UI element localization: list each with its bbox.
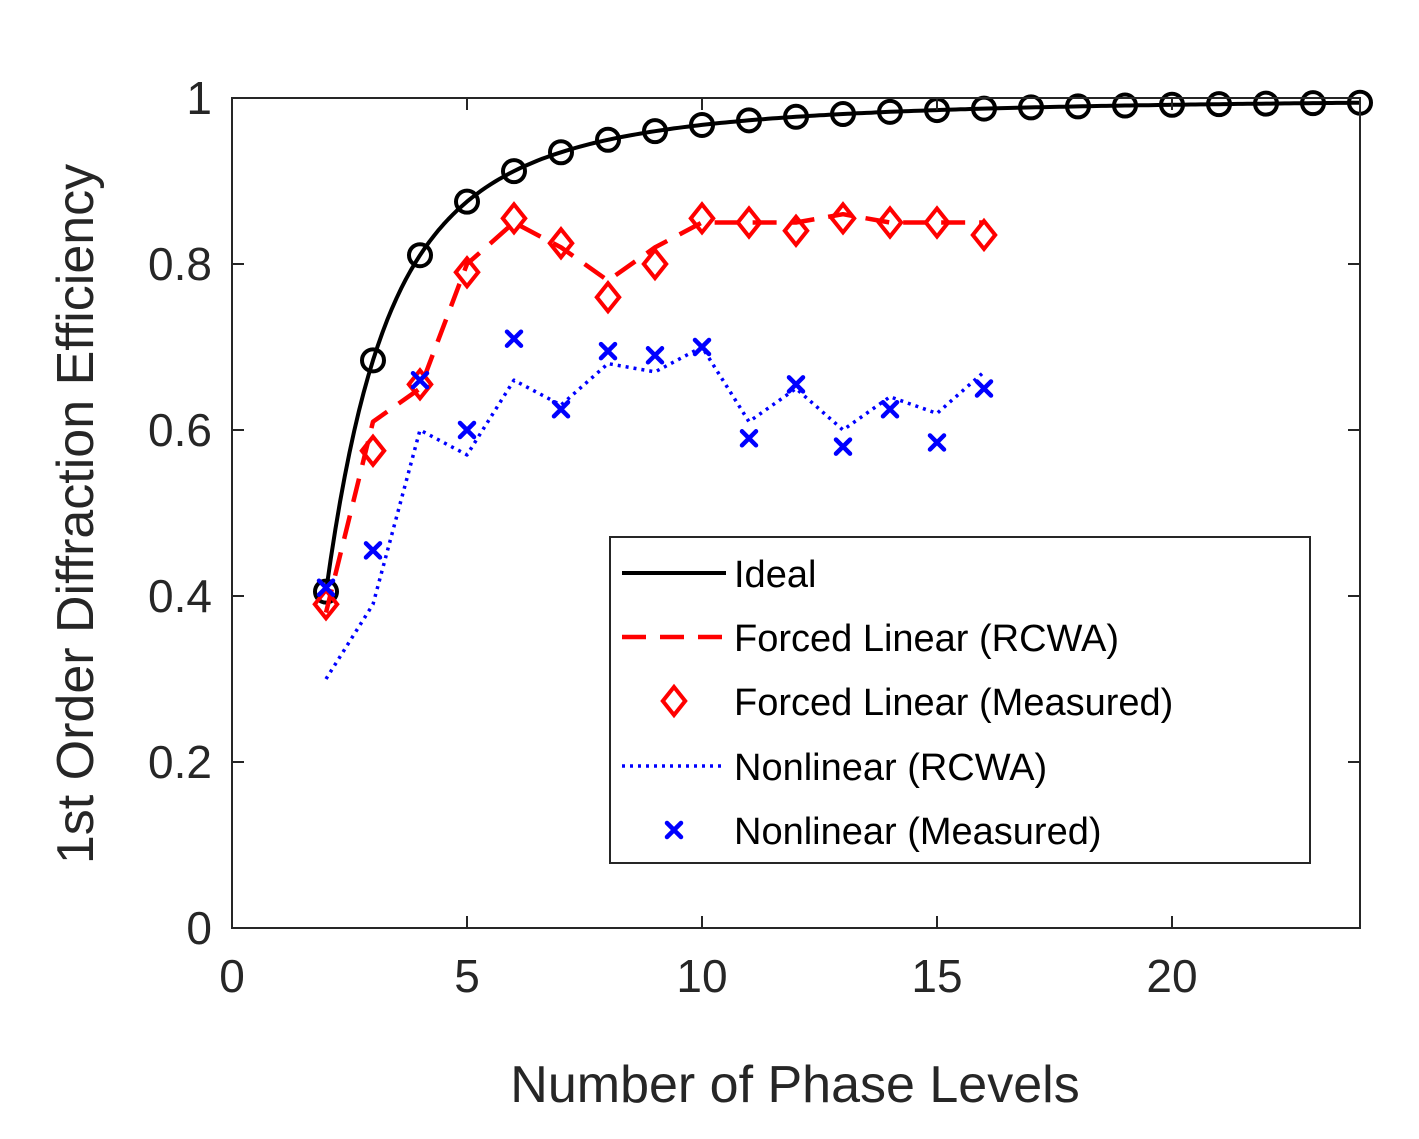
axes	[231, 97, 1361, 929]
data-point-diamond	[688, 201, 716, 236]
legend-diamond-sample	[660, 683, 688, 719]
legend-label: Forced Linear (RCWA)	[734, 618, 1119, 660]
y-tick-label: 0.6	[148, 404, 212, 456]
x-tick-label: 20	[1146, 950, 1197, 1002]
data-point-x	[692, 337, 712, 357]
data-point-diamond	[500, 201, 528, 236]
data-point-diamond	[970, 217, 998, 253]
data-point-x	[457, 420, 477, 440]
x-axis-label: Number of Phase Levels	[510, 1056, 1079, 1114]
data-point-circle	[548, 139, 574, 166]
legend-entry: Ideal	[622, 554, 816, 596]
legend-label: Ideal	[734, 554, 816, 596]
data-point-circle	[360, 347, 386, 374]
series-nonlinear-rcwa	[324, 345, 986, 680]
legend-entry: Nonlinear (RCWA)	[622, 747, 1047, 789]
data-point-x	[833, 437, 853, 456]
axes-box	[231, 97, 1361, 929]
data-point-circle	[642, 118, 668, 145]
data-point-x	[504, 329, 524, 348]
legend: Ideal Forced Linear (RCWA) Forced Linear (…	[609, 536, 1311, 864]
legend-box	[609, 536, 1311, 864]
data-point-diamond	[782, 213, 810, 249]
data-point-circle	[454, 188, 480, 215]
data-point-circle	[689, 111, 715, 138]
data-point-diamond	[594, 279, 622, 315]
series-nonlinear-measured	[316, 329, 994, 597]
legend-label: Forced Linear (Measured)	[734, 682, 1173, 724]
series-ideal	[313, 89, 1373, 605]
data-point-x	[316, 578, 336, 597]
legend-label: Nonlinear (Measured)	[734, 811, 1102, 853]
data-point-diamond	[359, 433, 387, 468]
y-tick-label: 0.8	[148, 238, 212, 290]
data-point-circle	[736, 107, 762, 134]
data-point-x	[880, 400, 900, 419]
data-point-diamond	[829, 201, 857, 236]
data-point-circle	[1300, 90, 1326, 117]
data-point-circle	[783, 103, 809, 130]
data-point-circle	[407, 242, 433, 269]
data-point-circle	[1253, 90, 1279, 117]
data-point-diamond	[312, 587, 340, 622]
data-point-diamond	[453, 255, 481, 290]
data-point-circle	[313, 578, 339, 605]
data-point-circle	[1206, 91, 1232, 118]
legend-entry: Forced Linear (RCWA)	[622, 618, 1119, 660]
data-point-x	[974, 379, 994, 398]
x-tick-label: 10	[676, 950, 727, 1002]
data-point-circle	[1018, 94, 1044, 121]
plot-area	[312, 89, 1373, 680]
data-point-x	[363, 541, 383, 560]
data-point-diamond	[876, 205, 904, 240]
x-tick-label: 0	[219, 950, 245, 1002]
data-point-x	[645, 346, 665, 365]
series-forced-linear-measured	[312, 201, 998, 622]
legend-entry: Nonlinear (Measured)	[664, 811, 1102, 853]
data-point-diamond	[735, 205, 763, 240]
data-point-circle	[1112, 92, 1138, 119]
data-point-circle	[1159, 91, 1185, 118]
data-point-diamond	[641, 246, 669, 282]
y-tick-label: 0	[186, 902, 212, 954]
data-point-diamond	[923, 205, 951, 240]
data-point-x	[410, 370, 430, 390]
data-point-diamond	[406, 367, 434, 402]
legend-entry: Forced Linear (Measured)	[660, 682, 1173, 724]
series-line	[324, 345, 986, 680]
data-point-circle	[595, 126, 621, 153]
y-tick-label: 0.2	[148, 736, 212, 788]
x-axis-ticks: 0 5 10 15 20	[219, 98, 1198, 1002]
data-point-x	[786, 375, 806, 394]
data-point-diamond	[547, 226, 575, 261]
data-point-x	[927, 433, 947, 452]
data-point-circle	[877, 98, 903, 125]
data-point-x	[598, 341, 618, 361]
x-tick-label: 5	[454, 950, 480, 1002]
x-tick-label: 15	[911, 950, 962, 1002]
y-tick-label: 1	[186, 72, 212, 124]
y-axis-ticks: 0 0.2 0.4 0.6 0.8 1	[148, 72, 1360, 954]
data-point-circle	[830, 101, 856, 128]
y-tick-label: 0.4	[148, 570, 212, 622]
data-point-x	[739, 429, 759, 448]
legend-label: Nonlinear (RCWA)	[734, 747, 1047, 789]
data-point-x	[551, 400, 571, 419]
y-axis-label: 1st Order Diffraction Efficiency	[47, 164, 105, 864]
data-point-circle	[1065, 93, 1091, 120]
series-line	[324, 100, 1361, 592]
data-point-circle	[501, 158, 527, 185]
legend-x-sample	[664, 820, 684, 840]
